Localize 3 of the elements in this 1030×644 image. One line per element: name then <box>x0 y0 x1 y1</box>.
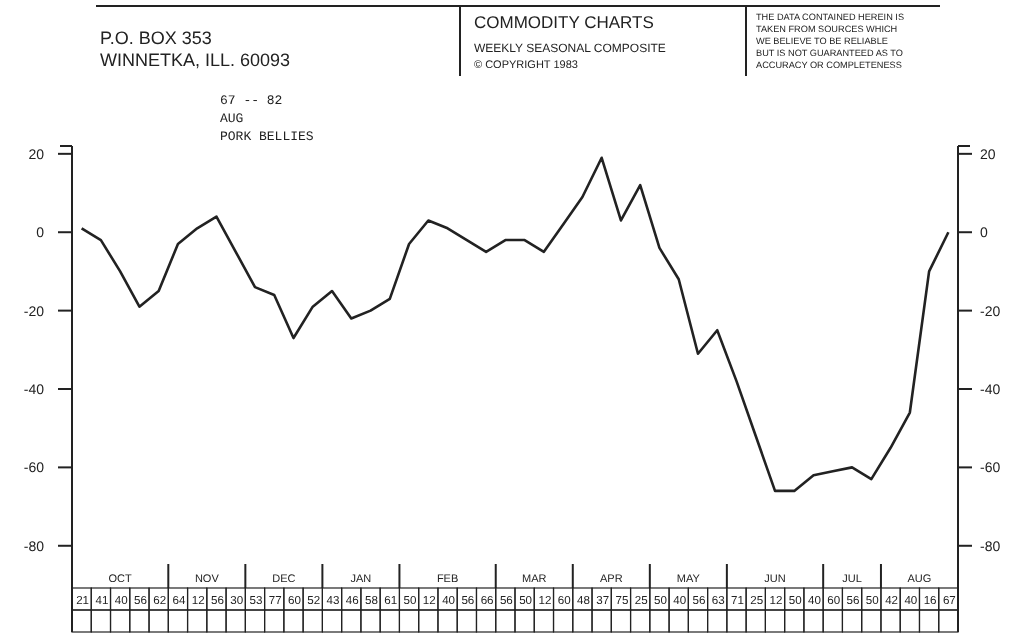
text: WINNETKA, ILL. 60093 <box>100 50 291 70</box>
chart-title: COMMODITY CHARTS <box>474 12 655 32</box>
text: P.O. BOX 353 <box>100 28 212 48</box>
